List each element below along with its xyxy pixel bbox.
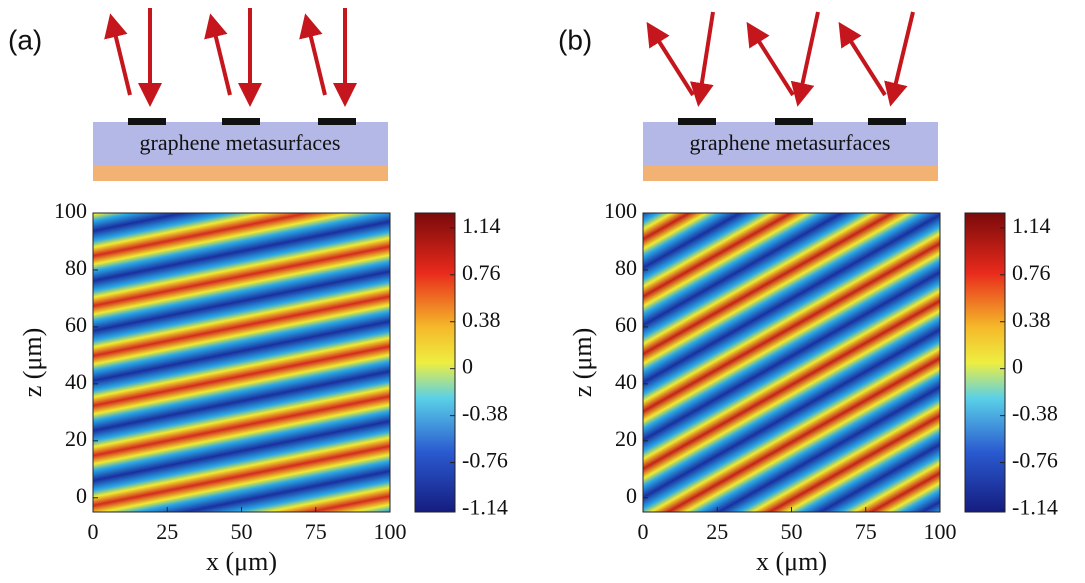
x-tick-label: 100 — [924, 519, 957, 544]
y-tick-label: 100 — [54, 198, 87, 223]
colorbar-tick-label: -1.14 — [1012, 495, 1058, 520]
x-tick-label: 100 — [374, 519, 407, 544]
y-axis-label: z (μm) — [18, 328, 47, 398]
x-tick-label: 75 — [305, 519, 327, 544]
diagram-label: graphene metasurfaces — [140, 130, 341, 155]
colorbar-tick-label: -0.76 — [462, 448, 508, 473]
reflected-arrow — [104, 13, 132, 96]
colorbar-tick-label: 0 — [462, 354, 473, 379]
x-axis-label: x (μm) — [756, 547, 827, 576]
field-map — [93, 213, 390, 512]
y-tick-label: 80 — [615, 255, 637, 280]
graphene-pad — [868, 118, 906, 125]
field-map — [643, 213, 940, 512]
colorbar-tick-label: 0 — [1012, 354, 1023, 379]
x-axis-label: x (μm) — [206, 547, 277, 576]
colorbar-tick-label: 1.14 — [1012, 213, 1051, 238]
y-tick-label: 40 — [65, 369, 87, 394]
y-tick-label: 0 — [76, 483, 87, 508]
colorbar-tick-label: -0.76 — [1012, 448, 1058, 473]
x-tick-label: 50 — [781, 519, 803, 544]
colorbar — [414, 212, 456, 513]
panel-label: (b) — [558, 24, 592, 55]
colorbar-tick-label: 1.14 — [462, 213, 501, 238]
colorbar-tick-label: 0.76 — [1012, 260, 1051, 285]
y-tick-label: 20 — [615, 426, 637, 451]
x-tick-label: 25 — [706, 519, 728, 544]
reflected-arrow — [204, 13, 232, 96]
colorbar-tick-label: -0.38 — [462, 401, 508, 426]
metal-layer — [93, 165, 388, 181]
graphene-pad — [222, 118, 260, 125]
y-tick-label: 60 — [615, 312, 637, 337]
x-tick-label: 50 — [231, 519, 253, 544]
y-tick-label: 20 — [65, 426, 87, 451]
reflected-arrow — [746, 21, 795, 97]
incident-arrow — [790, 11, 820, 107]
x-tick-label: 25 — [156, 519, 178, 544]
metal-layer — [643, 165, 938, 181]
substrate-layer — [93, 122, 388, 165]
colorbar-tick-label: 0.38 — [462, 307, 501, 332]
y-tick-label: 60 — [65, 312, 87, 337]
reflected-arrow — [646, 21, 695, 97]
x-tick-label: 0 — [638, 519, 649, 544]
colorbar-tick-label: 0.76 — [462, 260, 501, 285]
reflected-arrow — [299, 13, 327, 96]
incident-arrow — [884, 11, 915, 107]
colorbar-tick-label: -0.38 — [1012, 401, 1058, 426]
y-axis-label: z (μm) — [568, 328, 597, 398]
colorbar-tick-label: -1.14 — [462, 495, 508, 520]
x-tick-label: 75 — [855, 519, 877, 544]
panel-label: (a) — [8, 24, 42, 55]
graphene-pad — [128, 118, 166, 125]
x-tick-label: 0 — [88, 519, 99, 544]
y-tick-label: 100 — [604, 198, 637, 223]
diagram-label: graphene metasurfaces — [690, 130, 891, 155]
colorbar-tick-label: 0.38 — [1012, 307, 1051, 332]
y-tick-label: 0 — [626, 483, 637, 508]
y-tick-label: 40 — [615, 369, 637, 394]
graphene-pad — [318, 118, 356, 125]
colorbar — [964, 212, 1006, 513]
reflected-arrow — [838, 21, 887, 97]
incident-arrow — [690, 11, 715, 107]
graphene-pad — [775, 118, 813, 125]
substrate-layer — [643, 122, 938, 165]
y-tick-label: 80 — [65, 255, 87, 280]
graphene-pad — [678, 118, 716, 125]
